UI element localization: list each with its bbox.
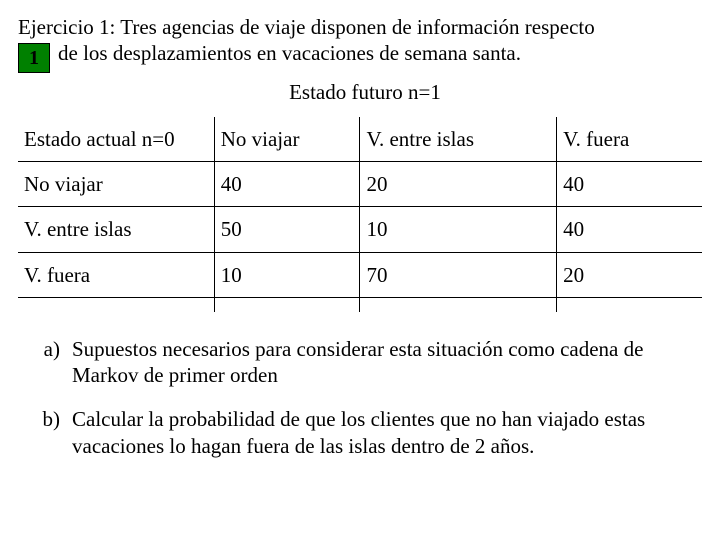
exercise-number-badge: 1 xyxy=(18,43,50,73)
header-col-1: No viajar xyxy=(214,117,360,162)
cell: 70 xyxy=(360,252,557,297)
header-state-current: Estado actual n=0 xyxy=(18,117,214,162)
header-col-3: V. fuera xyxy=(557,117,702,162)
table-row: V. fuera 10 70 20 xyxy=(18,252,702,297)
question-marker: b) xyxy=(18,406,72,459)
header-col-2: V. entre islas xyxy=(360,117,557,162)
table-tail-row xyxy=(18,297,702,312)
cell: 10 xyxy=(360,207,557,252)
row-label: V. entre islas xyxy=(18,207,214,252)
questions-block: a) Supuestos necesarios para considerar … xyxy=(18,336,702,459)
question-text: Calcular la probabilidad de que los clie… xyxy=(72,406,702,459)
table-header-row: Estado actual n=0 No viajar V. entre isl… xyxy=(18,117,702,162)
row-label: V. fuera xyxy=(18,252,214,297)
question-text: Supuestos necesarios para considerar est… xyxy=(72,336,702,389)
cell: 20 xyxy=(557,252,702,297)
cell: 20 xyxy=(360,162,557,207)
badge-row: 1 xyxy=(18,43,702,77)
cell: 10 xyxy=(214,252,360,297)
cell: 40 xyxy=(214,162,360,207)
intro-line-1: Ejercicio 1: Tres agencias de viaje disp… xyxy=(18,14,702,40)
question-b: b) Calcular la probabilidad de que los c… xyxy=(18,406,702,459)
table-row: No viajar 40 20 40 xyxy=(18,162,702,207)
table-caption: Estado futuro n=1 xyxy=(18,79,702,105)
cell: 40 xyxy=(557,162,702,207)
table-row: V. entre islas 50 10 40 xyxy=(18,207,702,252)
cell: 50 xyxy=(214,207,360,252)
transition-table: Estado actual n=0 No viajar V. entre isl… xyxy=(18,117,702,312)
question-a: a) Supuestos necesarios para considerar … xyxy=(18,336,702,389)
cell: 40 xyxy=(557,207,702,252)
row-label: No viajar xyxy=(18,162,214,207)
question-marker: a) xyxy=(18,336,72,389)
